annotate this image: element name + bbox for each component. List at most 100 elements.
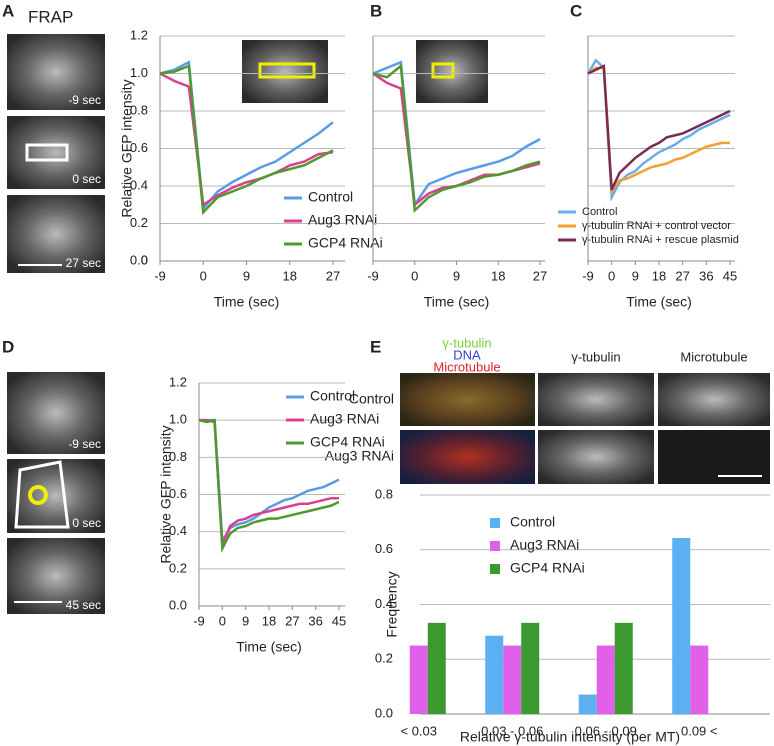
x-tick-label: 0.06 - 0.09 [575, 723, 637, 738]
row-label: Aug3 RNAi [325, 448, 394, 464]
bar [578, 694, 597, 714]
legend-swatch [490, 541, 500, 551]
frap-label: FRAP [28, 7, 73, 26]
image-panel: -9 sec 0 sec 27 sec -9 sec 0 sec 45 sec [7, 34, 770, 614]
x-tick-label: 27 [675, 268, 689, 283]
legend-label: Control [510, 514, 555, 530]
x-tick-label: 0 [200, 268, 207, 283]
x-axis-label: Time (sec) [214, 294, 280, 310]
panel-letter: B [370, 1, 382, 20]
x-tick-label: 0 [219, 613, 226, 628]
series-line [159, 60, 334, 212]
time-label: 0 sec [72, 172, 101, 186]
y-tick-label: 0.4 [375, 596, 393, 611]
x-tick-label: 0 [411, 268, 418, 283]
legend-label: Aug3 RNAi [310, 411, 379, 427]
x-tick-label: 45 [332, 613, 346, 628]
legend-label: γ-tubulin RNAi + rescue plasmid [582, 234, 739, 246]
bar [690, 645, 709, 714]
y-tick-label: 0.6 [375, 541, 393, 556]
series-line [159, 72, 334, 207]
bar [672, 537, 691, 714]
column-label: γ-tubulin [571, 349, 620, 364]
x-axis-label: Time (sec) [236, 639, 302, 655]
y-tick-label: 0.6 [169, 486, 187, 501]
y-tick-label: 1.0 [130, 65, 148, 80]
y-tick-label: 0.0 [375, 705, 393, 720]
x-tick-label: 9 [243, 268, 250, 283]
legend-swatch [490, 518, 500, 528]
y-tick-label: 0.8 [130, 102, 148, 117]
y-tick-label: 0.4 [169, 523, 187, 538]
series-line [159, 64, 334, 216]
column-label: Microtubule [680, 349, 747, 364]
x-tick-label: -9 [193, 613, 205, 628]
legend-label: GCP4 RNAi [308, 235, 383, 251]
series-line [198, 418, 340, 553]
y-tick-label: 0.8 [169, 449, 187, 464]
y-tick-label: 0.2 [375, 651, 393, 666]
x-tick-label: 36 [308, 613, 322, 628]
time-label: 27 sec [66, 256, 101, 270]
y-tick-label: 0.2 [169, 560, 187, 575]
channel-label: γ-tubulin [442, 335, 491, 350]
series-line [587, 64, 731, 191]
x-tick-label: 9 [453, 268, 460, 283]
time-label: 45 sec [66, 598, 101, 612]
x-tick-label: 27 [285, 613, 299, 628]
x-tick-label: 18 [491, 268, 505, 283]
x-tick-label: 9 [242, 613, 249, 628]
panel-letter: D [2, 337, 14, 356]
y-tick-label: 0 [141, 252, 148, 267]
y-axis-label: Relative GFP intensity [119, 79, 135, 217]
x-tick-label: -9 [367, 268, 379, 283]
bar [503, 645, 522, 714]
y-tick-label: 0.6 [130, 140, 148, 155]
y-tick-label: 0.0 [169, 597, 187, 612]
bar [614, 622, 633, 714]
y-tick-label: 0.8 [375, 486, 393, 501]
x-tick-label: -9 [154, 268, 166, 283]
legend-label: Aug3 RNAi [510, 537, 579, 553]
x-tick-label: 45 [723, 268, 737, 283]
legend-swatch [490, 564, 500, 574]
x-axis-label: Time (sec) [424, 294, 490, 310]
legend-label: γ-tubulin RNAi + control vector [582, 220, 731, 232]
legend-label: Control [310, 388, 355, 404]
bar [521, 622, 540, 714]
panel-letter: E [370, 337, 381, 356]
x-tick-label: < 0.03 [400, 723, 437, 738]
time-label: -9 sec [68, 437, 101, 451]
y-tick-label: 0.0 [130, 252, 148, 267]
panel-letter: A [2, 1, 14, 20]
channel-label: Microtubule [433, 359, 500, 374]
series-line [587, 66, 730, 196]
x-tick-label: -9 [582, 268, 594, 283]
time-label: -9 sec [68, 93, 101, 107]
series-line [372, 63, 541, 214]
x-tick-label: 27 [533, 268, 547, 283]
channel-label: DNA [453, 347, 481, 362]
y-tick-label: 1.2 [169, 374, 187, 389]
legend-label: GCP4 RNAi [510, 560, 585, 576]
bar [596, 645, 615, 714]
x-tick-label: 18 [283, 268, 297, 283]
x-tick-label: 0.09 < [681, 723, 718, 738]
x-tick-label: 0.03 - 0.06 [481, 723, 543, 738]
bar [485, 635, 504, 714]
x-tick-label: 36 [699, 268, 713, 283]
legend-label: Control [308, 189, 353, 205]
y-tick-label: 0.2 [130, 215, 148, 230]
bar [427, 622, 446, 714]
x-tick-label: 0 [608, 268, 615, 283]
x-axis-label: Time (sec) [626, 294, 692, 310]
legend-label: Aug3 RNAi [308, 212, 377, 228]
y-axis-label: Relative GFP intensity [158, 425, 174, 563]
y-axis-label: Frequency [384, 571, 400, 637]
y-tick-label: 1.2 [130, 27, 148, 42]
bar [409, 645, 428, 714]
y-tick-label: 0.4 [130, 177, 148, 192]
series-line [586, 58, 731, 202]
y-tick-label: 1.0 [169, 412, 187, 427]
